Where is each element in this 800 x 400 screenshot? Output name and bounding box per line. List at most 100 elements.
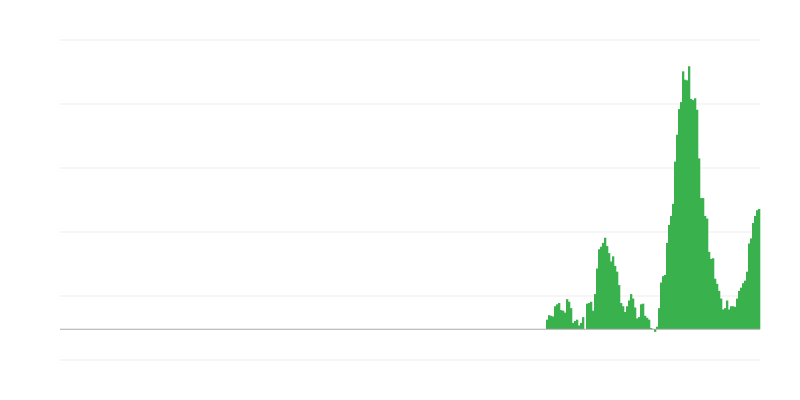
bar bbox=[670, 216, 673, 330]
bar bbox=[654, 329, 657, 332]
bar bbox=[674, 161, 677, 330]
bar bbox=[736, 298, 739, 330]
bar bbox=[582, 317, 585, 330]
bar bbox=[738, 290, 741, 330]
bar bbox=[690, 98, 693, 330]
bar bbox=[684, 79, 687, 330]
bar bbox=[692, 100, 695, 330]
bar bbox=[618, 285, 621, 330]
bar bbox=[734, 306, 737, 330]
bar bbox=[612, 256, 615, 330]
bar bbox=[658, 308, 661, 330]
bar bbox=[754, 216, 757, 330]
bar bbox=[666, 242, 669, 330]
bar bbox=[678, 109, 681, 330]
bar bbox=[722, 309, 725, 330]
bar bbox=[700, 198, 703, 330]
bar bbox=[632, 298, 635, 330]
bar bbox=[578, 325, 581, 330]
bar bbox=[614, 265, 617, 330]
bar bbox=[728, 309, 731, 330]
bar bbox=[548, 315, 551, 330]
bar bbox=[546, 319, 549, 330]
bar bbox=[650, 328, 653, 330]
bar bbox=[698, 158, 701, 330]
bar bbox=[714, 278, 717, 330]
bar bbox=[750, 238, 753, 330]
bar bbox=[648, 319, 651, 330]
bar bbox=[706, 218, 709, 330]
bar bbox=[586, 303, 589, 330]
bar bbox=[712, 258, 715, 330]
bar bbox=[600, 246, 603, 330]
bars bbox=[546, 66, 761, 332]
bar bbox=[716, 283, 719, 330]
bar bbox=[718, 290, 721, 330]
bar bbox=[686, 80, 689, 330]
bar bbox=[642, 303, 645, 330]
bar bbox=[664, 274, 667, 330]
bar bbox=[630, 294, 633, 330]
bar bbox=[592, 310, 595, 330]
bar bbox=[704, 216, 707, 330]
bar bbox=[616, 271, 619, 330]
bar bbox=[556, 304, 559, 330]
bar bbox=[694, 98, 697, 330]
bar bbox=[590, 301, 593, 330]
bar bbox=[646, 317, 649, 330]
bar bbox=[622, 306, 625, 330]
bar bbox=[662, 276, 665, 330]
bar bbox=[748, 243, 751, 330]
bar bbox=[576, 319, 579, 330]
bar bbox=[752, 223, 755, 330]
bar bbox=[676, 134, 679, 330]
bar bbox=[560, 310, 563, 330]
bar bbox=[742, 283, 745, 330]
bar bbox=[644, 315, 647, 330]
bar bbox=[636, 318, 639, 330]
bar bbox=[580, 322, 583, 330]
bar bbox=[656, 326, 659, 330]
bar bbox=[562, 310, 565, 330]
bar bbox=[710, 258, 713, 330]
bar bbox=[574, 320, 577, 330]
bar bbox=[558, 303, 561, 330]
bar bbox=[740, 287, 743, 330]
bar bbox=[702, 198, 705, 330]
bar bbox=[634, 307, 637, 330]
bar bbox=[588, 303, 591, 330]
bar bbox=[568, 301, 571, 330]
bar bbox=[708, 251, 711, 330]
bar bbox=[744, 280, 747, 330]
bar bbox=[604, 237, 607, 330]
bar bbox=[638, 317, 641, 330]
bar bbox=[598, 249, 601, 330]
bar bbox=[596, 268, 599, 330]
bar bbox=[724, 308, 727, 330]
bar bbox=[682, 71, 685, 330]
bar bbox=[732, 306, 735, 330]
bar bbox=[668, 224, 671, 330]
bar bbox=[628, 300, 631, 330]
bar bbox=[746, 271, 749, 330]
bar bbox=[730, 306, 733, 330]
bar bbox=[696, 109, 699, 330]
bar bbox=[602, 242, 605, 330]
bar bbox=[624, 312, 627, 330]
bar bbox=[566, 299, 569, 330]
bar bbox=[672, 203, 675, 330]
bar bbox=[720, 298, 723, 330]
bar bbox=[626, 306, 629, 330]
bar bbox=[660, 282, 663, 330]
bar bbox=[572, 322, 575, 330]
bar bbox=[554, 306, 557, 330]
bar bbox=[726, 300, 729, 330]
bar bbox=[594, 294, 597, 330]
bar bbox=[620, 303, 623, 330]
gridlines bbox=[60, 39, 760, 361]
bar bbox=[606, 246, 609, 330]
bar bbox=[680, 102, 683, 330]
bar bbox=[608, 253, 611, 330]
bar bbox=[756, 210, 759, 330]
